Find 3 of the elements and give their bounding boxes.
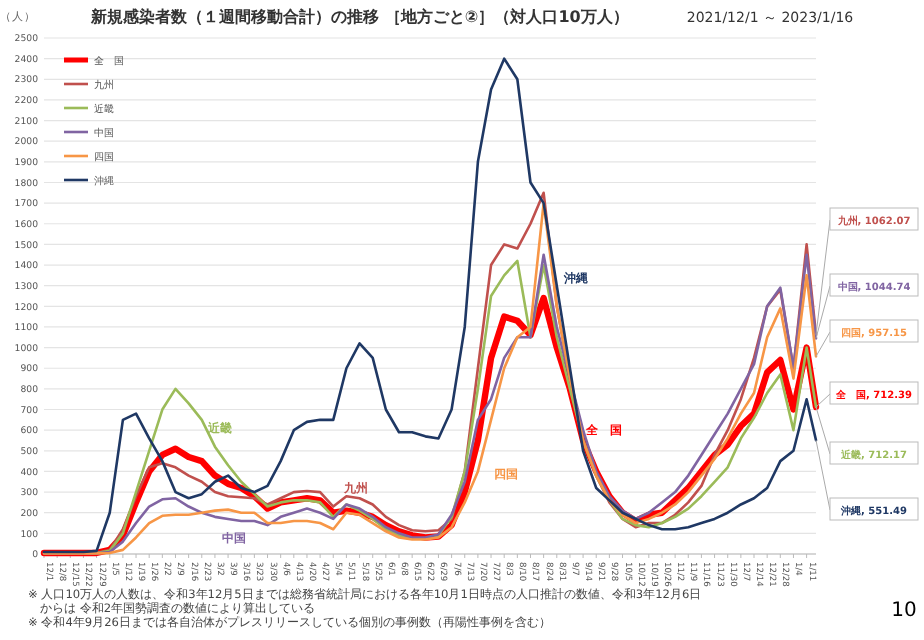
line-series bbox=[42, 57, 818, 554]
text: 10 bbox=[891, 600, 917, 622]
chart-title: 新規感染者数（１週間移動合計）の推移 ［地方ごと②］（対人口10万人） bbox=[89, 6, 629, 26]
